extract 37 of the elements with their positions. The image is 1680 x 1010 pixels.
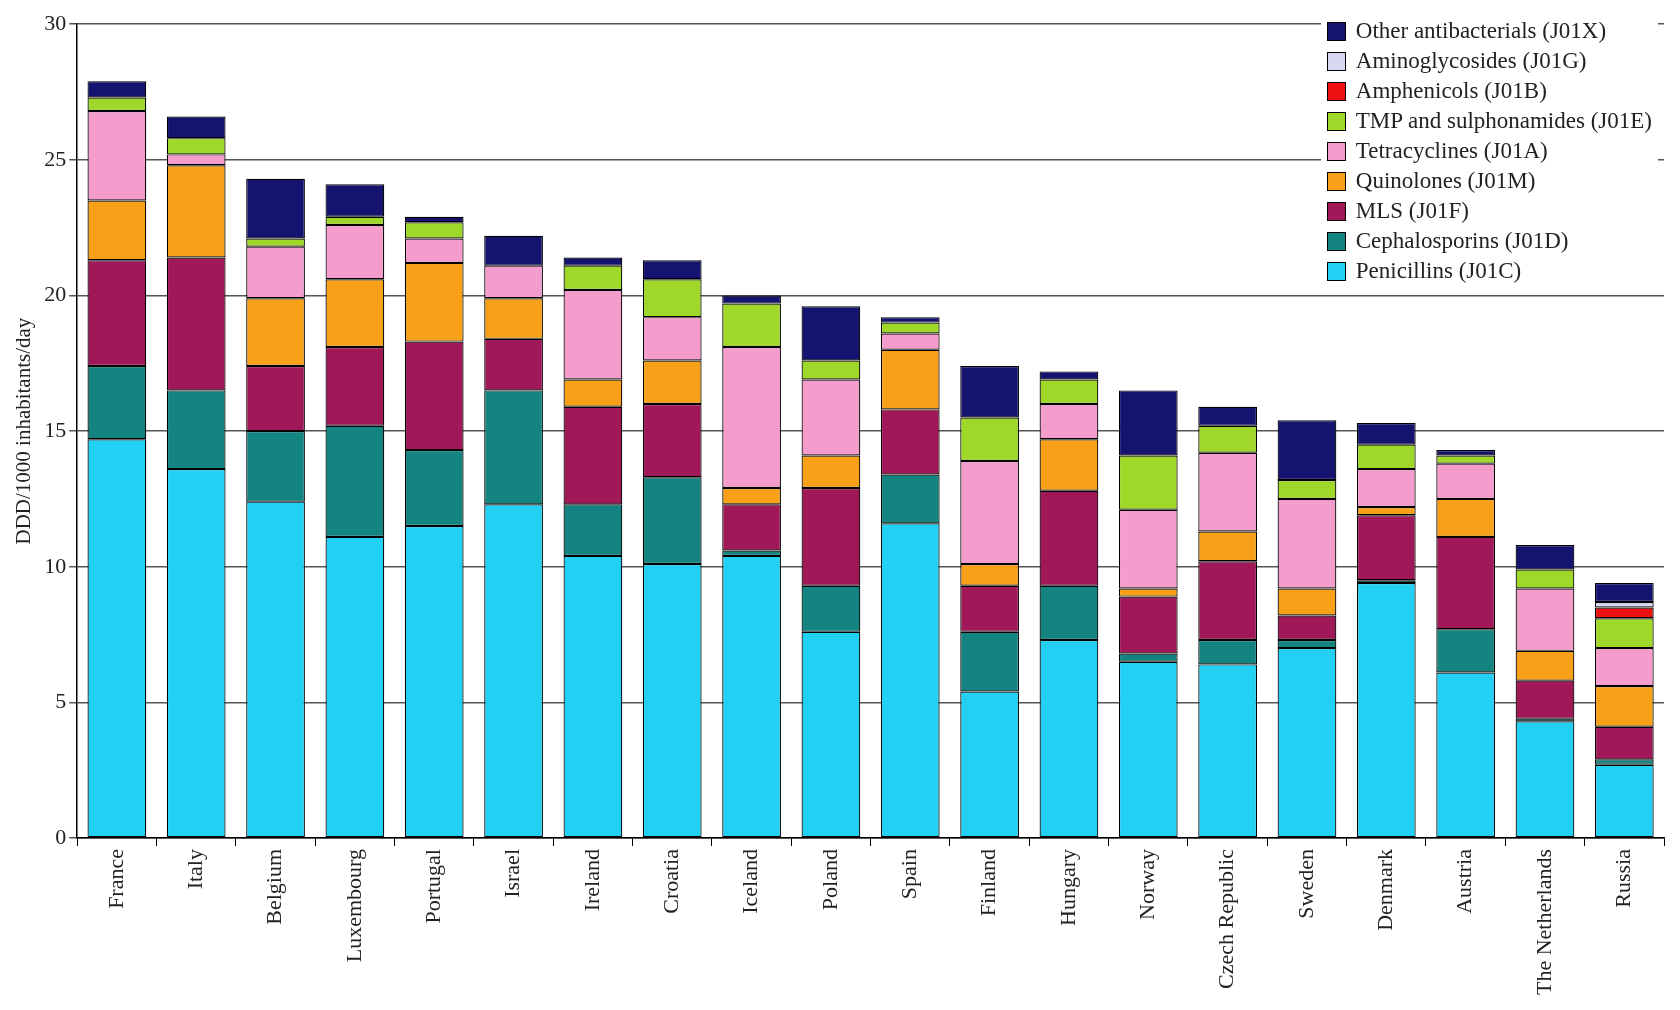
x-tick-label: Austria bbox=[1451, 848, 1477, 914]
legend-label: TMP and sulphonamides (J01E) bbox=[1355, 107, 1652, 135]
legend-label: Cephalosporins (J01D) bbox=[1355, 227, 1569, 255]
x-tick-label: Finland bbox=[975, 849, 1001, 917]
legend-label: Tetracyclines (J01A) bbox=[1355, 137, 1548, 165]
x-tick-label: Italy bbox=[181, 849, 207, 890]
x-tick-label: Belgium bbox=[261, 849, 287, 925]
legend-label: Aminoglycosides (J01G) bbox=[1355, 47, 1587, 75]
x-tick-label: Russia bbox=[1610, 848, 1636, 908]
x-tick-label: Israel bbox=[499, 849, 525, 898]
x-tick-label: Norway bbox=[1134, 849, 1160, 920]
legend-label: Penicillins (J01C) bbox=[1355, 257, 1522, 285]
y-tick-label: 15 bbox=[44, 416, 67, 442]
x-tick-label: Poland bbox=[816, 849, 842, 911]
x-tick-label: Denmark bbox=[1372, 849, 1398, 931]
x-tick-label: Croatia bbox=[658, 848, 684, 914]
legend-label: MLS (J01F) bbox=[1355, 197, 1469, 225]
x-tick-label: Hungary bbox=[1054, 849, 1080, 926]
legend-label: Quinolones (J01M) bbox=[1355, 167, 1536, 195]
legend-label: Amphenicols (J01B) bbox=[1355, 77, 1547, 105]
x-tick-label: Ireland bbox=[578, 849, 604, 912]
x-tick-label: Sweden bbox=[1292, 849, 1318, 919]
y-axis-title: DDD/1000 inhabitants/day bbox=[11, 317, 36, 545]
legend-label: Other antibacterials (J01X) bbox=[1355, 17, 1607, 45]
y-tick-label: 10 bbox=[44, 552, 67, 578]
x-tick-label: The Netherlands bbox=[1530, 849, 1556, 995]
y-tick-label: 20 bbox=[44, 281, 67, 307]
x-tick-label: Portugal bbox=[420, 849, 446, 924]
x-tick-label: France bbox=[102, 849, 128, 909]
y-tick-label: 25 bbox=[44, 145, 67, 171]
x-tick-label: Spain bbox=[896, 849, 922, 900]
y-tick-label: 0 bbox=[55, 823, 67, 849]
y-tick-label: 30 bbox=[44, 9, 67, 35]
x-tick-label: Iceland bbox=[737, 849, 763, 914]
x-tick-label: Luxembourg bbox=[340, 849, 366, 963]
y-tick-label: 5 bbox=[55, 688, 67, 714]
x-tick-label: Czech Republic bbox=[1213, 848, 1239, 989]
